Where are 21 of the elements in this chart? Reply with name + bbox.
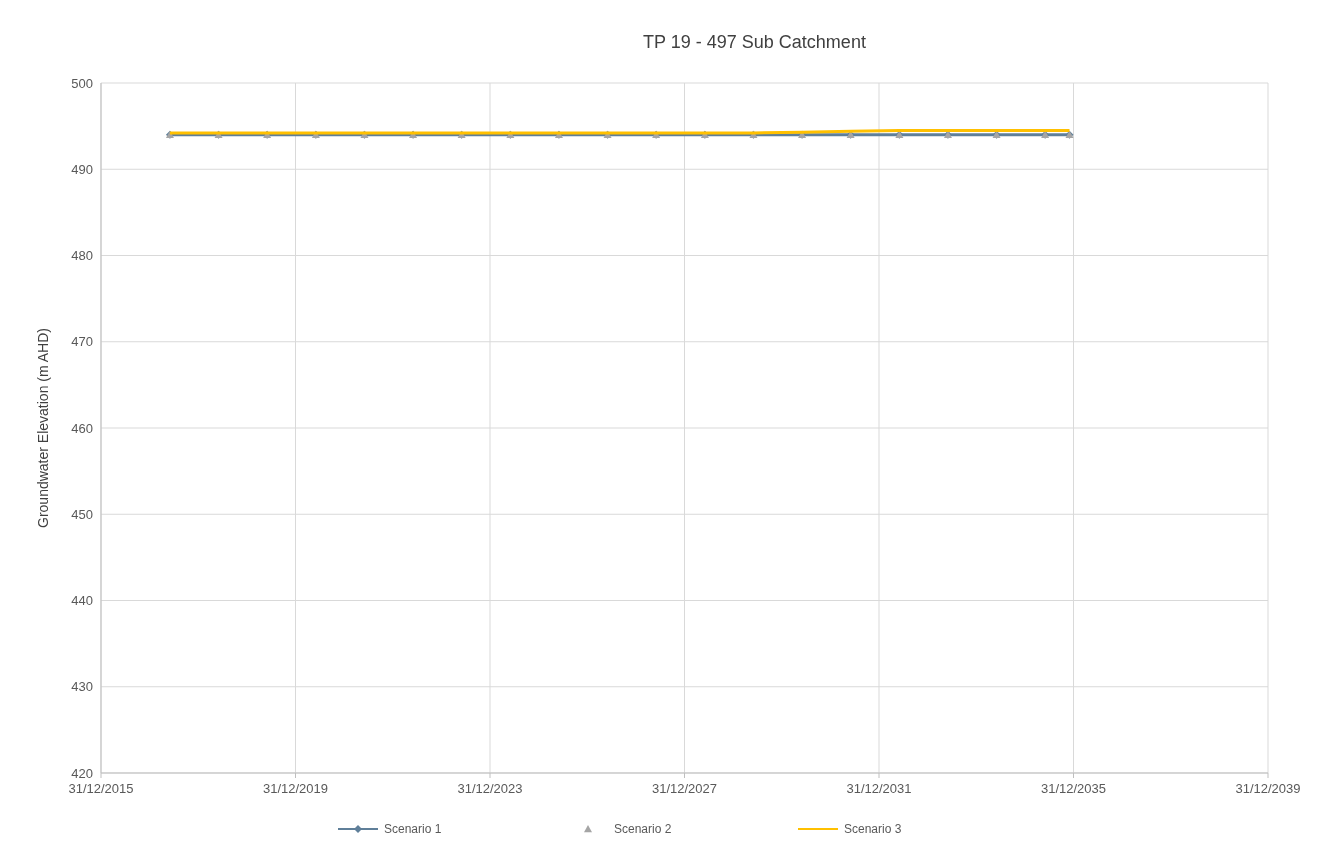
y-tick-label: 450: [71, 506, 93, 522]
chart-title: TP 19 - 497 Sub Catchment: [643, 32, 866, 52]
legend-label: Scenario 1: [384, 822, 442, 836]
y-tick-label: 490: [71, 161, 93, 177]
x-tick-label: 31/12/2027: [651, 781, 718, 796]
legend-label: Scenario 2: [614, 822, 672, 836]
y-tick-label: 500: [71, 75, 93, 91]
y-tick-label: 420: [71, 765, 93, 781]
y-tick-label: 460: [71, 420, 93, 436]
x-tick-label: 31/12/2035: [1040, 781, 1107, 796]
x-tick-label: 31/12/2023: [457, 781, 523, 796]
legend-label: Scenario 3: [844, 822, 902, 836]
x-tick-label: 31/12/2031: [846, 781, 912, 796]
x-tick-label: 31/12/2039: [1235, 781, 1301, 796]
y-tick-label: 480: [71, 248, 93, 264]
x-tick-label: 31/12/2019: [262, 781, 329, 796]
x-tick-label: 31/12/2015: [68, 781, 134, 796]
y-tick-label: 440: [71, 593, 93, 609]
y-tick-label: 470: [71, 334, 93, 350]
y-tick-label: 430: [71, 679, 93, 695]
y-axis-title: Groundwater Elevation (m AHD): [35, 328, 51, 528]
